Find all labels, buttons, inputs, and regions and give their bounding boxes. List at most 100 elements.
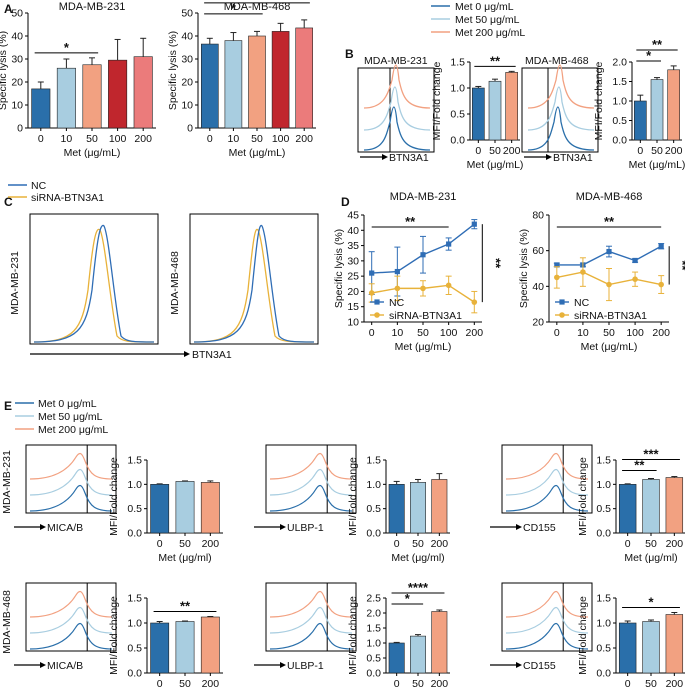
x-tick-label: 0 [394,678,400,690]
chart-E1: 0.0 0.5 1.0 1.5 0 50 200 MFI/Fold change Met (μg… [108,455,223,564]
sig-label: *** [643,447,659,462]
hist-frame [265,582,357,652]
b-hist-231: BTN3A1 [357,64,435,164]
legend-met-200: Met 200 μg/mL [455,27,525,39]
x-axis-label: Met (μg/mL) [581,341,638,353]
bar [388,642,405,674]
sig-label: ** [180,599,191,614]
y-tick-label: 0.0 [366,528,381,540]
y-tick-label: 80 [532,210,544,222]
y-tick-label: 1.0 [366,479,381,491]
hist-curve [269,452,353,480]
data-point [420,285,426,292]
legend-e-met-0: Met 0 μg/mL [38,398,97,410]
y-tick-label: 30 [11,54,23,66]
x-tick-label: 100 [440,327,458,339]
hist-frame [501,582,593,652]
hist-frame [501,444,593,514]
e-hist-E3: CD155 [490,444,593,534]
y-tick-label: 40 [532,281,544,293]
hist-axis-label: MICA/B [47,660,83,672]
sig-label: ** [490,53,501,68]
data-point [394,268,400,275]
y-axis-label: Specific lysis (%) [0,31,9,110]
x-tick-label: 50 [412,678,424,690]
y-tick-label: 1.5 [612,76,627,88]
x-tick-label: 50 [179,538,191,550]
chart-E2: 0.0 0.5 1.0 1.5 0 50 200 MFI/Fold change Met (μg… [347,455,450,564]
y-axis-label: MFI/Fold change [577,596,589,675]
bar [248,35,266,129]
sig-label: ** [405,214,416,229]
bar [200,616,220,674]
y-tick-label: 10 [11,100,23,112]
e-row-label-231: MDA-MB-231 [1,450,13,514]
bar [431,611,448,674]
y-tick-label: 1.0 [127,479,142,491]
x-tick-label: 50 [417,327,429,339]
y-tick-label: 20 [11,77,23,89]
x-tick-label: 200 [503,145,521,157]
y-axis-label: MFI/Fold change [108,457,120,536]
sig-label: * [646,48,652,63]
x-tick-label: 100 [272,133,290,145]
y-tick-label: 0.5 [127,503,142,515]
legend-marker [374,299,380,305]
sig-label: * [405,591,411,606]
bar [505,72,518,141]
x-tick-label: 50 [251,133,263,145]
data-point [632,276,638,283]
y-tick-label: 20 [532,317,544,329]
hist-axis-label: CD155 [523,660,556,672]
bar [388,484,405,534]
y-tick-label: 15 [347,301,359,313]
c-hist-468: MDA-MB-468 [169,213,319,345]
c-hist-231: MDA-MB-231 [9,213,159,345]
x-tick-label: 50 [645,538,657,550]
y-tick-label: 1.0 [596,479,611,491]
hist-curve [505,484,589,512]
y-axis-label: MFI/Fold change [347,596,359,675]
legend-marker [559,312,565,318]
hist-curve [527,86,595,131]
data-point [554,274,560,281]
panel-label-b: B [345,47,354,61]
b-hist-axis-231: BTN3A1 [389,152,429,164]
x-tick-label: 100 [109,133,127,145]
chart-E5: 0.0 0.5 1.0 1.5 2.0 2.5 0 50 200 ***** MFI/Fold ch… [347,580,450,693]
legend-met-0: Met 0 μg/mL [455,1,514,13]
bar [410,635,426,674]
y-tick-label: 35 [347,240,359,252]
y-tick-label: 30 [181,54,193,66]
sig-label: * [254,0,260,5]
hist-curve [269,590,353,618]
legend-label: siRNA-BTN3A1 [389,310,462,322]
y-tick-label: 60 [532,245,544,257]
y-tick-label: 0.5 [366,653,381,665]
y-tick-label: 0.5 [596,503,611,515]
hist-axis-label: MICA/B [47,522,83,534]
bar [665,477,684,534]
y-tick-label: 1.0 [612,96,627,108]
y-tick-label: 50 [181,8,193,20]
y-tick-label: 2.0 [366,608,381,620]
bar [271,31,290,129]
legend-met-top: Met 0 μg/mL Met 50 μg/mL Met 200 μg/mL [431,1,525,39]
sig-label: * [64,40,70,55]
data-point [369,270,375,276]
y-tick-label: 20 [181,77,193,89]
y-tick-label: 2.5 [366,593,381,605]
y-tick-label: 40 [11,31,23,43]
y-tick-label: 0.5 [127,643,142,655]
y-tick-label: 0.0 [127,668,142,680]
panel-label-a: A [4,2,13,16]
data-point [658,243,664,249]
x-axis-label: Met (μg/ml) [158,552,211,564]
hist-curve [29,484,113,512]
bar [618,484,637,534]
legend-si: siRNA-BTN3A1 [31,192,104,204]
y-tick-label: 1.5 [127,593,142,605]
y-tick-label: 1.5 [450,57,465,69]
y-tick-label: 40 [181,31,193,43]
hist-curve [527,106,595,151]
